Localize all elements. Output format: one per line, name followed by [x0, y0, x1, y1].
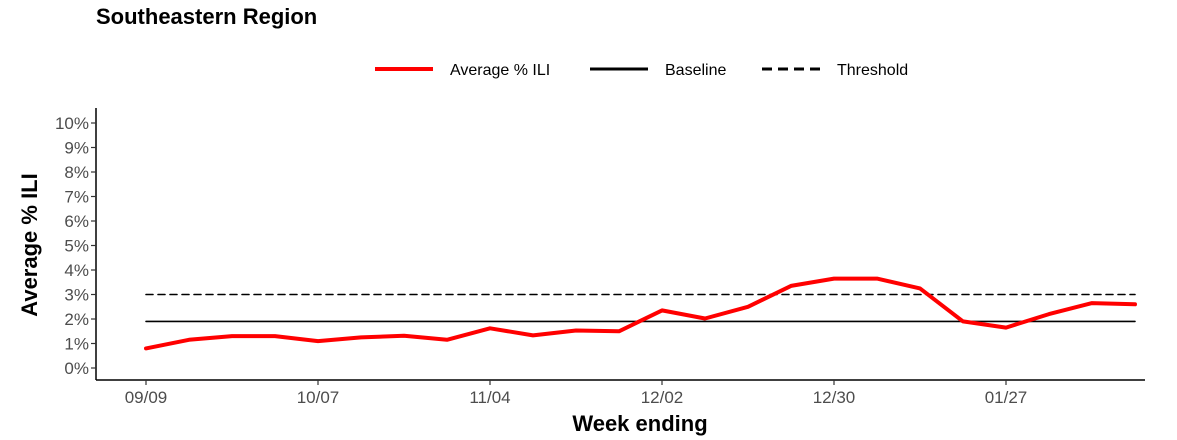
series-line-average-ili	[144, 276, 1137, 351]
legend-label-average-ili: Average % ILI	[450, 62, 550, 79]
y-tick-label: 10%	[55, 114, 89, 133]
y-tick-label: 0%	[64, 359, 89, 378]
legend: Average % ILI Baseline Threshold	[375, 62, 908, 79]
x-tick-label: 11/04	[469, 388, 510, 407]
y-tick-label: 1%	[64, 335, 89, 354]
y-ticks: 0% 1% 2% 3% 4% 5% 6% 7% 8% 9% 10%	[55, 114, 96, 378]
axes	[95, 108, 1145, 381]
y-tick-label: 2%	[64, 310, 89, 329]
legend-label-baseline: Baseline	[665, 62, 726, 79]
y-tick-label: 3%	[64, 286, 89, 305]
chart-title: Southeastern Region	[96, 4, 318, 29]
y-tick-label: 5%	[64, 237, 89, 256]
x-tick-label: 10/07	[297, 388, 340, 407]
y-tick-label: 9%	[64, 139, 89, 158]
x-tick-label: 09/09	[125, 388, 168, 407]
y-axis-title: Average % ILI	[17, 173, 42, 316]
y-tick-label: 8%	[64, 163, 89, 182]
x-tick-label: 01/27	[985, 388, 1028, 407]
x-tick-label: 12/30	[813, 388, 856, 407]
x-ticks: 09/09 10/07 11/04 12/02 12/30 01/27	[125, 380, 1028, 407]
x-tick-label: 12/02	[641, 388, 684, 407]
y-tick-label: 4%	[64, 261, 89, 280]
x-axis-title: Week ending	[572, 411, 707, 436]
y-tick-label: 7%	[64, 188, 89, 207]
y-tick-label: 6%	[64, 212, 89, 231]
series-layer	[144, 276, 1137, 351]
legend-label-threshold: Threshold	[837, 62, 908, 79]
